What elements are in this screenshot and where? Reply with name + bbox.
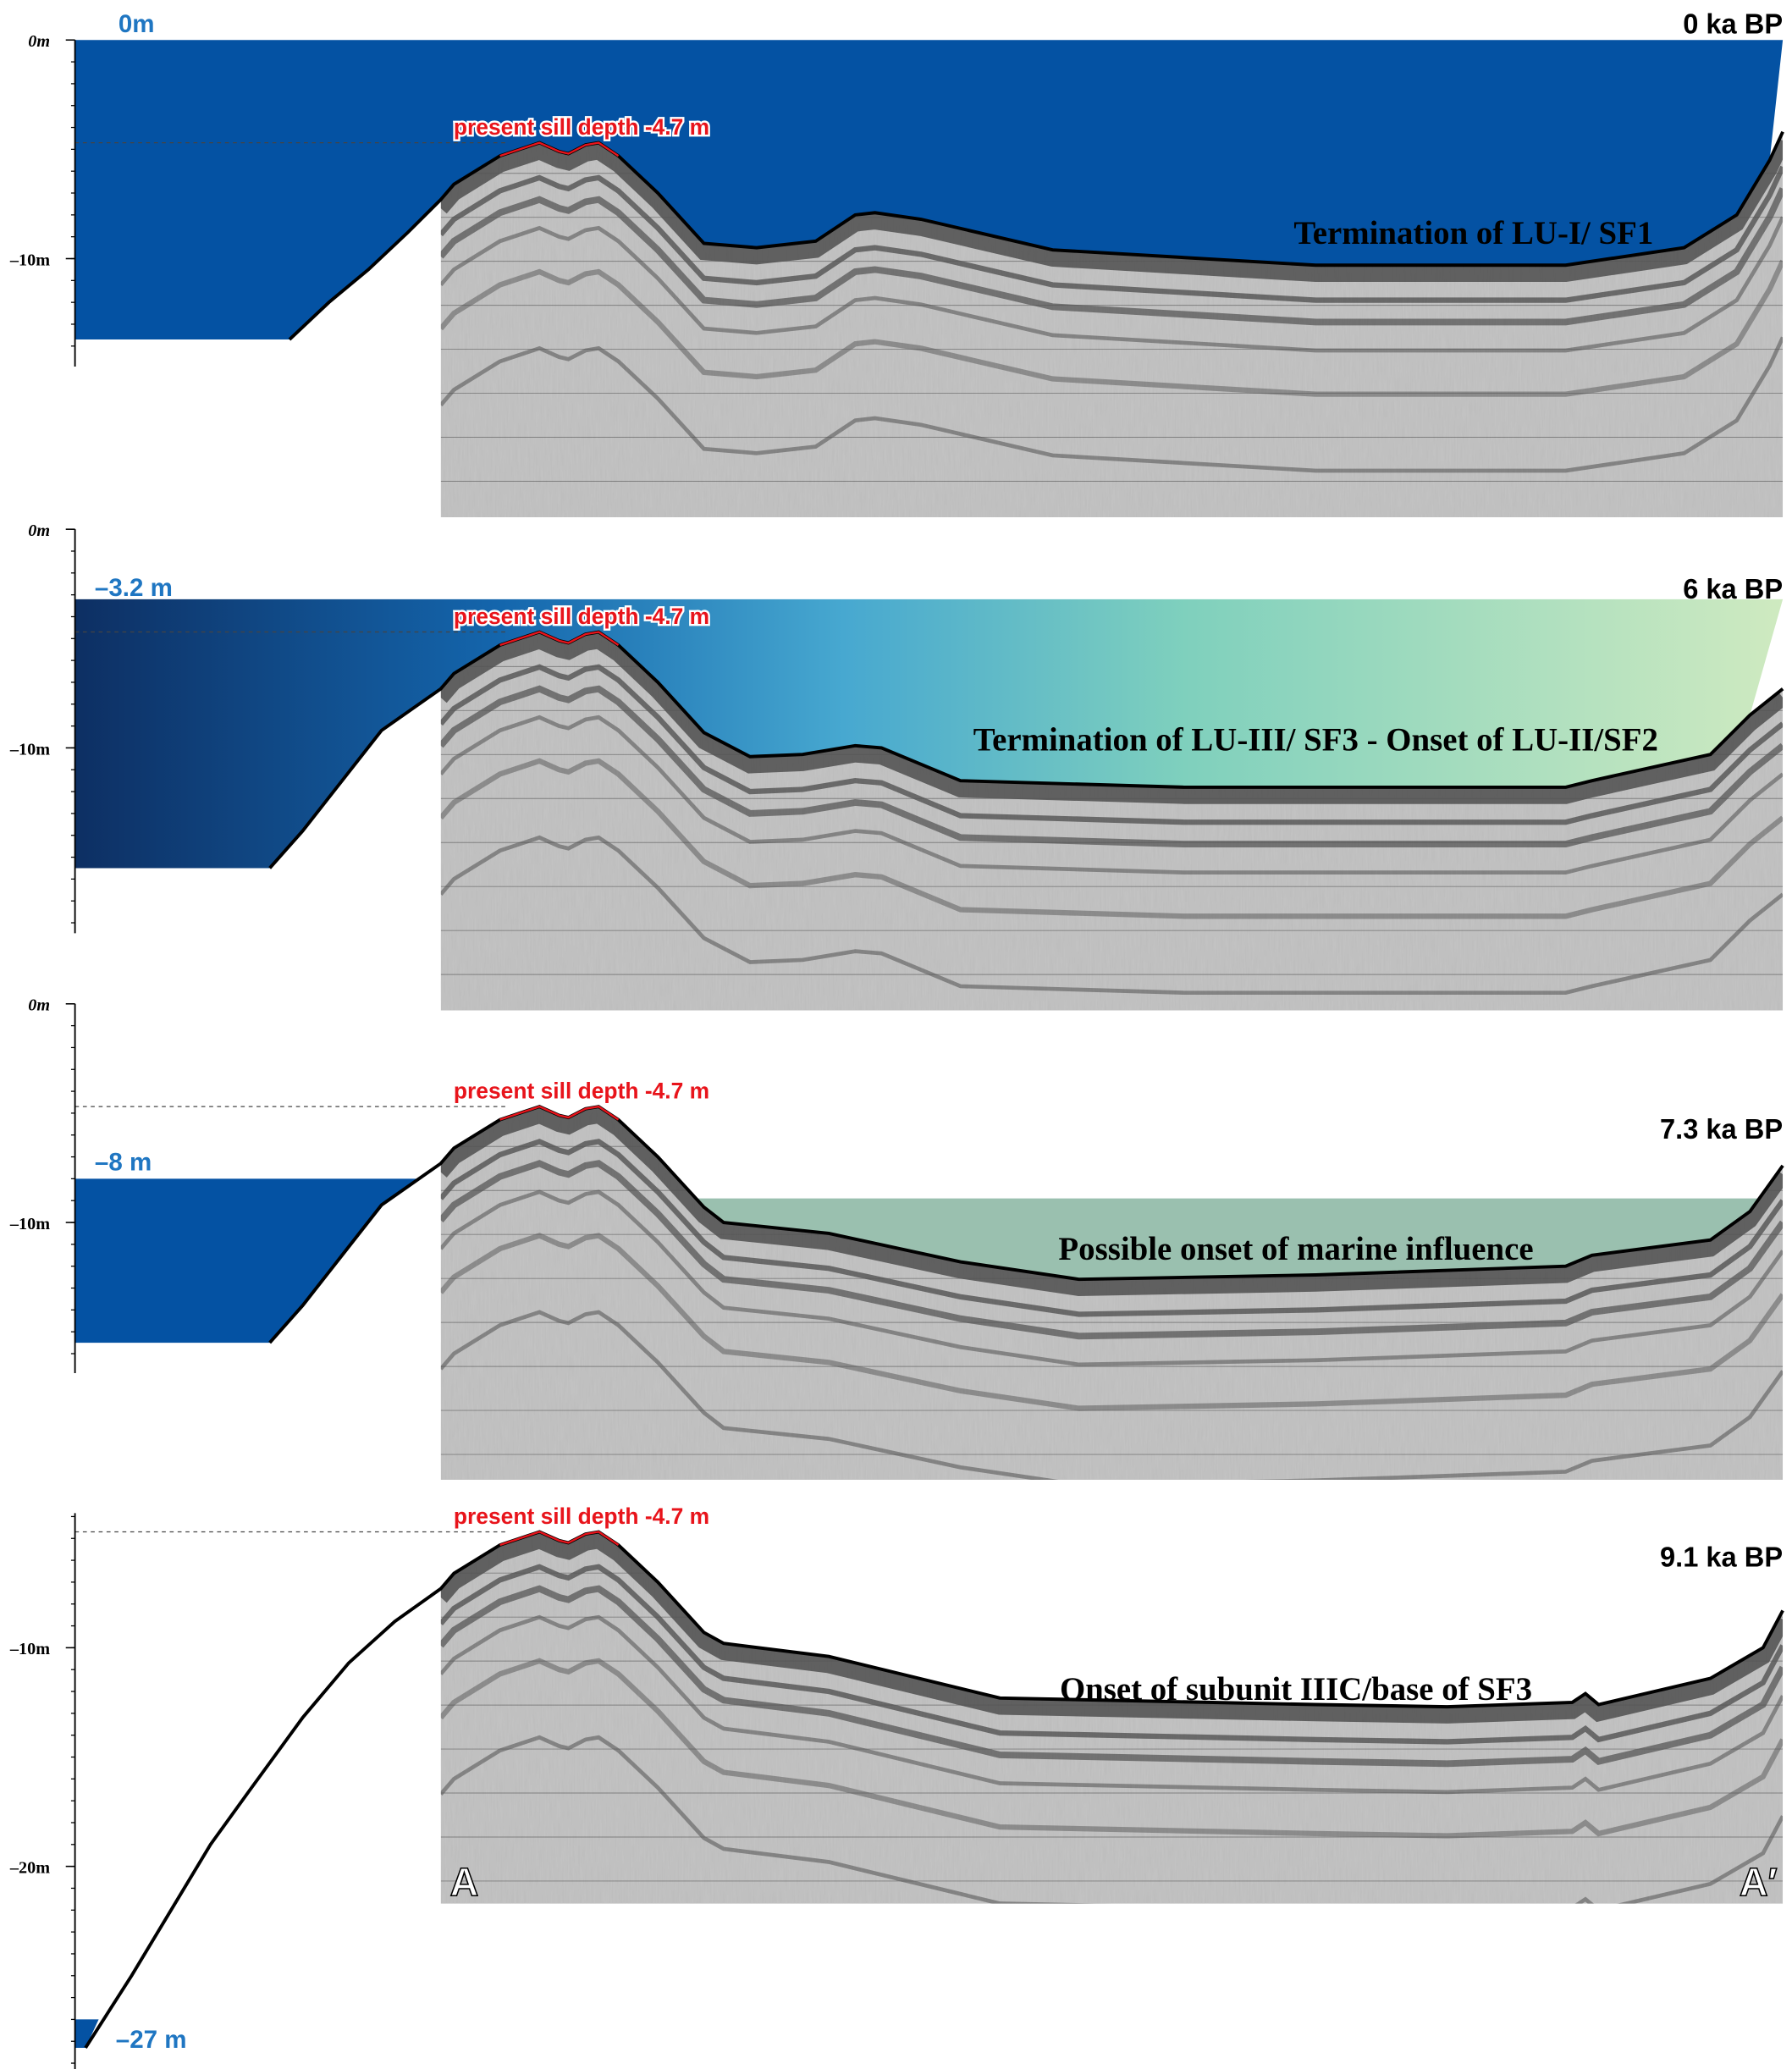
sea-level-label: 0m [119, 10, 155, 38]
sea-level-label: –27 m [116, 2026, 187, 2054]
reflector [440, 1585, 1784, 1768]
panel: –10m –20m 9.1 ka BP –27 m present sill depth… [9, 1502, 1784, 2069]
seismic-section [440, 1106, 1784, 1480]
tick-label: 0m [28, 996, 50, 1015]
reflector [440, 1233, 1784, 1411]
sill-crest [499, 631, 620, 647]
water [74, 2019, 99, 2048]
reflector [440, 758, 1784, 919]
sill-label: present sill depth -4.7 m [454, 604, 709, 629]
reflector [440, 1310, 1784, 1480]
sill-label: present sill depth -4.7 m [454, 114, 709, 140]
seismic-noise [440, 1531, 1784, 1904]
reflector [440, 1189, 1784, 1367]
tick-label: –10m [9, 251, 50, 269]
sill-crest [499, 1105, 620, 1121]
lake [697, 1198, 1770, 1280]
reflector [440, 1735, 1784, 1904]
seismic-section [440, 1531, 1784, 1904]
reflector [440, 1531, 1784, 1724]
reflector [440, 632, 1784, 804]
sea-level-label: –3.2 m [95, 574, 173, 602]
age-label: 6 ka BP [1683, 573, 1783, 604]
sill-label: present sill depth -4.7 m [454, 1503, 709, 1529]
reflector [440, 714, 1784, 874]
profile-end: A′ [1740, 1860, 1778, 1904]
panel: 0m –10m 7.3 ka BP –8 m present sill depth -4… [9, 996, 1784, 1480]
annotation: Termination of LU-I/ SF1 [1293, 215, 1653, 251]
age-label: 0 ka BP [1683, 8, 1783, 39]
age-label: 9.1 ka BP [1660, 1541, 1783, 1572]
tick-label: –20m [9, 1858, 50, 1877]
sill-crest [499, 1531, 620, 1547]
reflector [440, 1658, 1784, 1839]
panel: 0m –10m 0 ka BP 0m present sill depth -4.7 m… [9, 8, 1784, 517]
annotation: Termination of LU-III/ SF3 - Onset of LU… [973, 721, 1658, 758]
annotation: Onset of subunit IIIC/base of SF3 [1060, 1671, 1532, 1708]
sea-level-label: –8 m [95, 1148, 152, 1176]
age-label: 7.3 ka BP [1660, 1113, 1783, 1145]
sill-crest [499, 141, 620, 157]
reflector [440, 165, 1784, 303]
sill-label: present sill depth -4.7 m [454, 1079, 709, 1104]
tick-label: 0m [28, 521, 50, 540]
tick-label: –10m [9, 740, 50, 759]
seafloor [288, 130, 1784, 341]
reflector [440, 259, 1784, 397]
profile-start: A [450, 1860, 479, 1904]
tick-label: –10m [9, 1640, 50, 1658]
tick-label: 0m [28, 32, 50, 51]
reflector [440, 187, 1784, 326]
water [74, 1178, 419, 1343]
panel: 0m –10m 6 ka BP –3.2 m present sill depth -4… [9, 521, 1784, 1011]
reflector [440, 1614, 1784, 1795]
reflector [440, 1139, 1784, 1317]
reflector [440, 137, 1784, 283]
reflector [440, 664, 1784, 825]
reflector [440, 216, 1784, 353]
annotation: Possible onset of marine influence [1058, 1231, 1533, 1267]
reflector [440, 1160, 1784, 1340]
reflector [440, 835, 1784, 996]
reflector [440, 1564, 1784, 1745]
tick-label: –10m [9, 1215, 50, 1233]
reflector [440, 685, 1784, 848]
water [74, 599, 1784, 869]
